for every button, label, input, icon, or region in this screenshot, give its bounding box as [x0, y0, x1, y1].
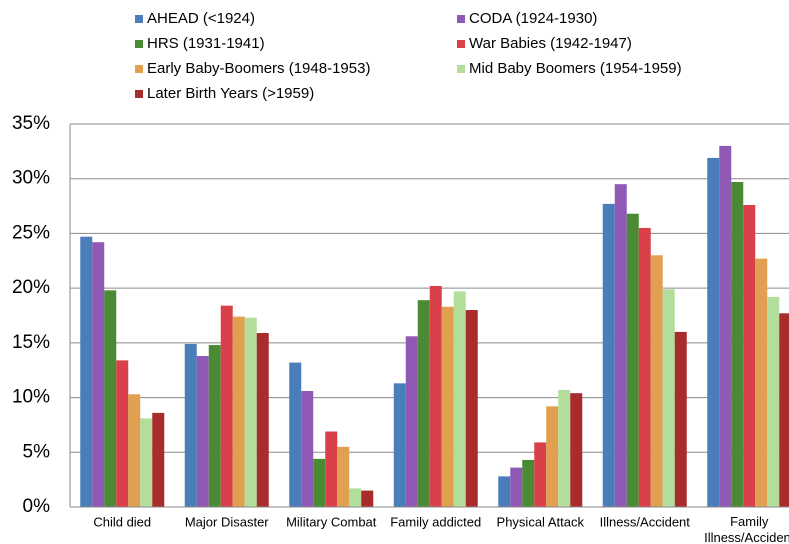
bar	[767, 296, 780, 507]
bar	[417, 300, 430, 507]
bar	[152, 412, 165, 507]
y-tick-label: 15%	[12, 332, 50, 353]
bar	[534, 442, 547, 507]
legend-label: Mid Baby Boomers (1954-1959)	[469, 60, 682, 77]
bar	[743, 204, 756, 507]
y-tick-label: 5%	[23, 441, 51, 462]
bar	[707, 157, 720, 507]
y-tick-label: 0%	[23, 496, 51, 517]
bar	[361, 490, 374, 507]
legend-swatch	[457, 65, 465, 73]
x-tick-label: Military Combat	[286, 514, 377, 529]
y-tick-label: 35%	[12, 113, 50, 134]
legend-swatch	[135, 15, 143, 23]
y-tick-label: 20%	[12, 277, 50, 298]
legend-swatch	[135, 65, 143, 73]
y-tick-label: 30%	[12, 168, 50, 189]
bar	[256, 333, 269, 507]
bar	[337, 446, 350, 507]
bar	[453, 291, 466, 507]
bar	[80, 236, 93, 507]
bar	[116, 360, 129, 507]
bar	[140, 418, 153, 507]
bar	[614, 184, 627, 507]
bar	[313, 458, 326, 507]
bar	[674, 331, 687, 507]
bar	[779, 313, 789, 507]
bar	[232, 316, 245, 507]
legend-swatch	[135, 90, 143, 98]
bar	[196, 355, 209, 507]
bar	[441, 306, 454, 507]
bar	[128, 394, 141, 507]
x-tick-label: Child died	[93, 514, 151, 529]
bar	[546, 406, 559, 507]
y-tick-label: 10%	[12, 387, 50, 408]
legend-label: Early Baby-Boomers (1948-1953)	[147, 60, 370, 77]
x-tick-label: Physical Attack	[497, 514, 585, 529]
bar	[429, 285, 442, 507]
legend-swatch	[135, 40, 143, 48]
bar	[650, 255, 663, 507]
bar	[602, 203, 615, 507]
bar	[755, 258, 768, 507]
bar	[289, 362, 302, 507]
x-tick-label: Family addicted	[390, 514, 481, 529]
legend-label: Later Birth Years (>1959)	[147, 85, 314, 102]
legend-label: HRS (1931-1941)	[147, 35, 265, 52]
bar	[208, 345, 221, 507]
x-tick-label: Major Disaster	[185, 514, 269, 529]
bar	[510, 467, 523, 507]
legend-label: War Babies (1942-1947)	[469, 35, 632, 52]
bar	[498, 476, 511, 507]
x-tick-label: Family Illness/Accident	[704, 514, 789, 544]
bar	[244, 317, 257, 507]
bar	[301, 391, 314, 507]
legend-swatch	[457, 15, 465, 23]
legend-label: CODA (1924-1930)	[469, 10, 597, 27]
legend-label: AHEAD (<1924)	[147, 10, 255, 27]
bar	[184, 343, 197, 507]
bar	[92, 242, 105, 507]
bar	[719, 145, 732, 507]
y-tick-label: 25%	[12, 222, 50, 243]
bar	[393, 383, 406, 507]
bar	[570, 393, 583, 507]
bar	[731, 181, 744, 508]
bar	[220, 305, 233, 507]
bar	[349, 488, 362, 507]
bar	[104, 290, 117, 507]
legend-swatch	[457, 40, 465, 48]
x-tick-label: Illness/Accident	[600, 514, 691, 529]
bar	[638, 227, 651, 507]
bar	[662, 289, 675, 507]
bar	[626, 213, 639, 507]
bar	[325, 431, 338, 507]
bar	[405, 336, 418, 507]
bar	[522, 459, 535, 507]
bar	[558, 389, 571, 507]
bar	[465, 310, 478, 507]
